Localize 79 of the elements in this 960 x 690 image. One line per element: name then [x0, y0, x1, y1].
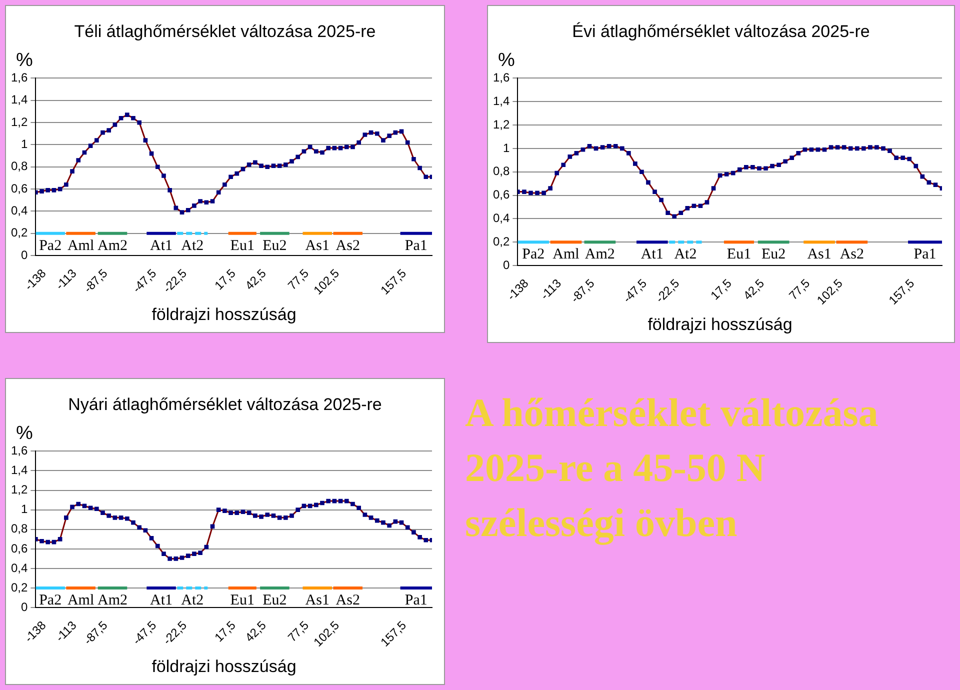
series-label: Eu1 [230, 592, 254, 608]
series-label: At1 [150, 592, 173, 608]
y-tick-label: 1 [20, 502, 28, 516]
series-label: As1 [807, 246, 832, 263]
series-label: Pa2 [522, 246, 545, 263]
x-tick-label: -113 [52, 618, 80, 644]
y-tick-label: 1,4 [492, 94, 510, 108]
series-label: At1 [150, 238, 173, 254]
y-tick-label: 0 [20, 600, 28, 614]
x-tick-label: 77,5 [786, 276, 813, 303]
series-label: As1 [305, 592, 330, 608]
x-tick-label: 77,5 [285, 266, 312, 293]
series-label: Pa2 [39, 238, 62, 254]
series-label: Am2 [98, 238, 128, 254]
series-label: Aml [67, 592, 94, 608]
series-label: At2 [181, 592, 204, 608]
series-label: Eu1 [726, 246, 752, 263]
y-tick-label: 0,8 [492, 164, 510, 178]
text: A hőmérséklet változása 2025-re a 45-50 N szélességi övben [465, 389, 880, 547]
y-axis-title: % [498, 50, 515, 72]
y-tick-label: 1,2 [10, 114, 28, 129]
y-tick-label: 0,6 [492, 188, 510, 202]
y-tick-label: 1 [20, 137, 28, 152]
x-tick-label: 42,5 [242, 266, 270, 293]
x-axis-title: földrajzi hosszúság [150, 657, 298, 677]
series-label: Pa1 [404, 592, 428, 608]
y-tick-label: 0,4 [492, 211, 510, 226]
y-tick-label: 1 [502, 140, 510, 155]
series-label: At2 [181, 238, 204, 254]
series-label: At2 [674, 246, 697, 263]
series-label: As2 [336, 592, 360, 608]
x-tick-label: 42,5 [242, 618, 270, 645]
y-tick-label: 1,2 [10, 482, 28, 497]
y-tick-label: 0,4 [10, 204, 28, 218]
series-label: Pa1 [914, 246, 936, 263]
y-tick-label: 0,4 [10, 560, 28, 575]
y-tick-label: 0,8 [10, 522, 28, 536]
series-label: As2 [840, 246, 864, 263]
series-label: Eu2 [262, 592, 287, 608]
series-label: Pa1 [404, 238, 428, 254]
chart-title: Nyári átlaghőmérséklet változása 2025-re [67, 395, 383, 415]
x-tick-label: -113 [538, 276, 564, 302]
series-label: As2 [336, 238, 360, 254]
x-tick-label: -138 [22, 618, 49, 646]
chart-title: Évi átlaghőmérséklet változása 2025-re [571, 22, 871, 42]
y-tick-label: 0 [20, 248, 28, 262]
y-tick-label: 0 [502, 258, 510, 272]
y-tick-label: 0,2 [492, 234, 510, 248]
series-label: Eu1 [230, 238, 254, 254]
x-axis-title: földrajzi hosszúság [646, 315, 794, 335]
series-label: Aml [552, 246, 580, 263]
series-label: Eu2 [262, 238, 287, 254]
series-label: Pa2 [39, 592, 62, 608]
y-tick-label: 0,2 [10, 226, 28, 240]
x-axis-title: földrajzi hosszúság [150, 305, 298, 325]
series-label: At1 [640, 246, 664, 263]
series-label: Eu2 [761, 246, 786, 263]
y-tick-label: 0,8 [10, 159, 28, 174]
y-tick-label: 1,6 [10, 70, 28, 85]
y-axis-title: % [16, 423, 33, 445]
x-tick-label: -138 [504, 276, 532, 304]
series-label: As1 [305, 238, 330, 254]
x-tick-label: -138 [22, 266, 49, 294]
y-axis-title: % [16, 50, 33, 72]
y-tick-label: 1,4 [10, 92, 28, 107]
y-tick-label: 0,2 [10, 580, 28, 594]
y-tick-label: 0,6 [10, 181, 28, 196]
series-label: Am2 [98, 592, 128, 608]
x-tick-label: -113 [52, 266, 80, 292]
y-tick-label: 1,6 [492, 70, 510, 85]
chart-title: Téli átlaghőmérséklet változása 2025-re [73, 22, 377, 42]
series-label: Aml [67, 238, 94, 254]
y-tick-label: 1,6 [10, 444, 28, 458]
x-tick-label: 77,5 [285, 618, 312, 645]
series-label: Am2 [584, 246, 615, 263]
x-tick-label: 42,5 [740, 276, 768, 303]
y-tick-label: 1,4 [10, 463, 28, 478]
y-tick-label: 0,6 [10, 541, 28, 556]
y-tick-label: 1,2 [492, 117, 510, 132]
